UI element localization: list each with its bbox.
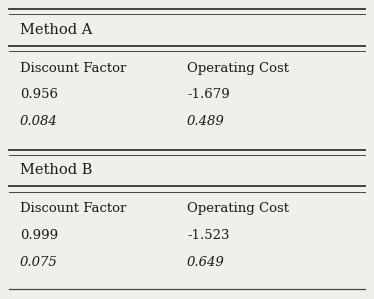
Text: -1.679: -1.679 [187,88,230,101]
Text: 0.084: 0.084 [20,115,58,128]
Text: 0.489: 0.489 [187,115,225,128]
Text: Method B: Method B [20,163,92,177]
Text: Discount Factor: Discount Factor [20,202,126,215]
Text: 0.956: 0.956 [20,88,58,101]
Text: Operating Cost: Operating Cost [187,62,289,74]
Text: -1.523: -1.523 [187,229,230,242]
Text: 0.999: 0.999 [20,229,58,242]
Text: Discount Factor: Discount Factor [20,62,126,74]
Text: 0.075: 0.075 [20,256,58,269]
Text: Method A: Method A [20,22,92,36]
Text: 0.649: 0.649 [187,256,225,269]
Text: Operating Cost: Operating Cost [187,202,289,215]
